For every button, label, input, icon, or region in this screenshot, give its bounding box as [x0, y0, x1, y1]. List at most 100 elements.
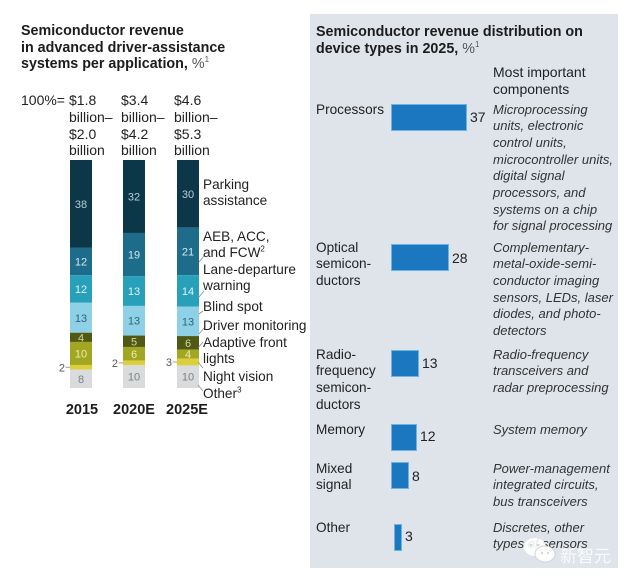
value-label: 3: [405, 528, 413, 544]
legend-item: Blind spot: [203, 299, 263, 315]
components-line: units, electronic: [493, 118, 584, 134]
components-line: bus transceivers: [493, 493, 588, 509]
components-line: radar preprocessing: [493, 379, 609, 395]
row-label: Optical semicon-ductors: [316, 240, 371, 290]
value-bar: [392, 105, 466, 130]
value-bar: [392, 351, 418, 376]
legend-item: AEB, ACC, and FCW2: [203, 229, 269, 260]
bar-segment: [177, 306, 199, 337]
bar-segment: [70, 364, 92, 370]
components-line: metal-oxide-semi-: [493, 256, 597, 272]
legend-leader-line: [198, 255, 205, 263]
legend-label-line: warning: [203, 278, 296, 294]
total-line: billion: [174, 142, 210, 159]
legend-label-text: assistance: [203, 192, 268, 208]
components-header-line: Most important: [493, 64, 586, 80]
total-line: billion–: [69, 108, 113, 125]
legend-label-line: Driver monitoring: [203, 318, 307, 334]
bar-segment: [70, 160, 92, 248]
legend-footnote: 3: [237, 385, 242, 395]
right-title-footnote: 1: [474, 40, 480, 50]
bar-segment: [123, 305, 145, 336]
row-label: Other: [316, 520, 350, 537]
components-line: diodes, and photo-: [493, 306, 601, 322]
legend-label-line: Other3: [203, 386, 241, 402]
total-line: billion: [69, 142, 105, 159]
legend-label-text: Lane-departure: [203, 262, 296, 277]
components-header-line: components: [493, 80, 570, 97]
bar-segment: [123, 365, 145, 388]
legend-label-text: warning: [203, 277, 251, 293]
right-title-line-2-text: device types in 2025,: [316, 40, 459, 57]
row-label-line: frequency: [316, 363, 376, 379]
segment-label: 8: [78, 374, 84, 386]
legend-label-text: Adaptive front: [203, 335, 287, 350]
bar-segment: [177, 349, 199, 359]
stacked-bar-2025e: 30 21 14 13 64 3 10: [166, 160, 199, 388]
legend-label-line: Parking: [203, 177, 267, 193]
legend-label-text: AEB, ACC,: [203, 229, 270, 244]
row-label: Memory: [316, 422, 365, 439]
components-line: conductor imaging: [493, 272, 600, 288]
left-title-line-3: systems per application, %1: [21, 56, 225, 73]
left-chart-title: Semiconductor revenue in advanced driver…: [21, 23, 225, 73]
segment-label: 13: [182, 316, 194, 328]
row-label-line: Memory: [316, 421, 366, 437]
segment-label-outside: 2: [59, 362, 65, 374]
legend-item: Driver monitoring: [203, 318, 307, 334]
components-line: integrated circuits,: [493, 477, 599, 493]
legend-label-text: Driver monitoring: [203, 318, 307, 333]
bar-segment: [177, 275, 199, 307]
components-header: Most important components: [493, 64, 586, 98]
row-label-line: semicon-: [316, 380, 372, 396]
bar-segment: [123, 160, 145, 233]
components-line: systems on a chip: [493, 201, 598, 217]
total-line: billion–: [121, 108, 165, 125]
legend-label-line: and FCW2: [203, 244, 269, 261]
row-label-line: Other: [316, 519, 350, 535]
bar-segment: [123, 360, 145, 366]
bar-segment: [123, 276, 145, 306]
stacked-bar-2020e: 32 19 13 13 56 2 10: [112, 160, 145, 388]
row-label: Processors: [316, 102, 384, 119]
right-title-unit: %: [462, 40, 475, 57]
total-line: billion: [121, 142, 157, 159]
x-tick-label: 2015: [65, 402, 99, 418]
components-description: Complementary-metal-oxide-semi-conductor…: [493, 240, 613, 340]
x-tick-label: 2020E: [113, 402, 155, 418]
legend-item: Other3: [203, 386, 241, 402]
value-bar: [392, 245, 448, 270]
legend-item: Night vision: [203, 369, 273, 385]
components-line: Discretes, other: [493, 519, 585, 535]
row-label-line: Radio-: [316, 346, 357, 362]
total-line: billion–: [174, 108, 218, 125]
total-line: $5.3: [174, 125, 202, 142]
legend-label-line: lights: [203, 351, 287, 367]
total-line: $2.0: [69, 125, 97, 142]
segment-label: 21: [182, 246, 194, 258]
segment-label: 32: [128, 191, 140, 203]
legend-leader-line: [198, 290, 205, 298]
segment-label: 14: [182, 286, 194, 298]
components-line: processors, and: [493, 185, 586, 201]
row-label-line: Optical: [316, 239, 359, 255]
left-title-line-3-text: systems per application,: [21, 56, 188, 73]
segment-label: 10: [182, 372, 194, 384]
left-title-line-2: in advanced driver-assistance: [21, 39, 226, 56]
segment-label: 38: [75, 199, 87, 211]
row-label: Radio-frequency semicon-ductors: [316, 347, 376, 414]
segment-label: 30: [182, 189, 194, 201]
components-line: digital signal: [493, 168, 565, 184]
segment-label: 13: [128, 286, 140, 298]
segment-label: 13: [128, 316, 140, 328]
legend-leader-line: [198, 327, 205, 335]
components-description: Power-management integrated circuits, bus …: [493, 461, 610, 511]
components-line: Complementary-: [493, 239, 590, 255]
bar-segment: [177, 358, 199, 366]
segment-label-outside: 2: [112, 358, 118, 370]
segment-label: 6: [131, 349, 137, 361]
components-line: detectors: [493, 323, 547, 339]
bar-segment: [70, 275, 92, 303]
bar-segment: [70, 332, 92, 342]
